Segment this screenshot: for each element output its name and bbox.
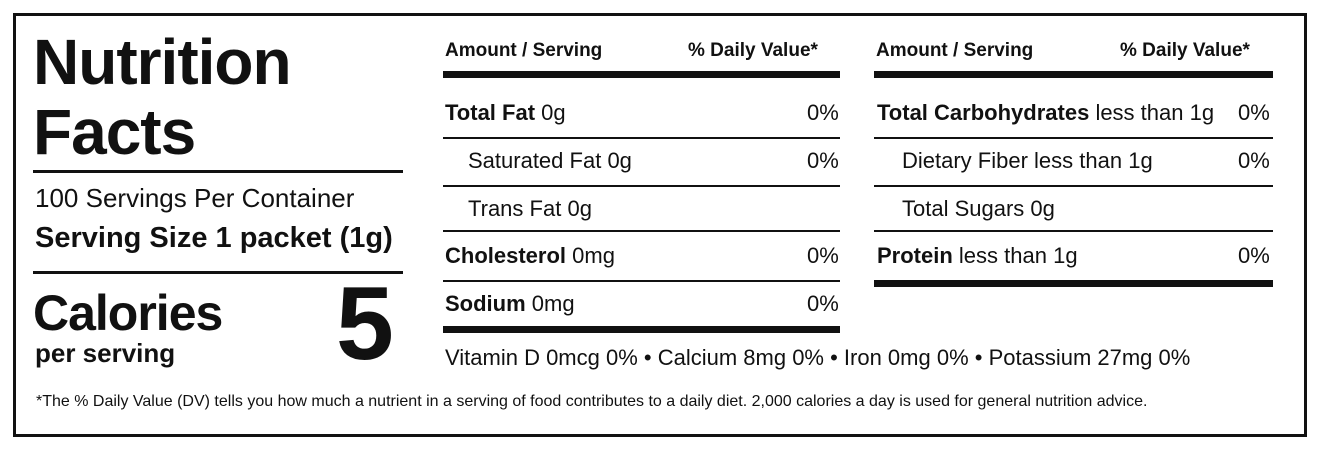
- thick-divider: [874, 280, 1273, 287]
- thick-divider: [443, 326, 840, 333]
- right-header-amount: Amount / Serving: [876, 40, 1034, 61]
- row-dietary-fiber: Dietary Fiber less than 1g: [902, 148, 1153, 174]
- per-serving-label: per serving: [35, 338, 176, 368]
- dv-cholesterol: 0%: [807, 243, 839, 268]
- left-header-dv: % Daily Value*: [688, 40, 818, 61]
- right-header-dv: % Daily Value*: [1120, 40, 1250, 61]
- nutrient-name: Saturated Fat: [468, 148, 602, 173]
- row-cholesterol: Cholesterol 0mg: [445, 243, 615, 269]
- row-divider: [443, 185, 840, 187]
- nutrient-name: Sodium: [445, 291, 526, 316]
- calories-value: 5: [336, 266, 394, 382]
- nutrient-amount: 0mg: [531, 291, 575, 316]
- thick-divider: [874, 71, 1273, 78]
- nutrient-amount: less than 1g: [958, 243, 1078, 268]
- nutrient-name: Protein: [877, 243, 953, 268]
- left-header-amount: Amount / Serving: [445, 40, 603, 61]
- row-divider: [874, 230, 1273, 232]
- dv-total-carbohydrates: 0%: [1238, 100, 1270, 125]
- nutrient-amount: 0g: [541, 100, 566, 125]
- nutrition-label-border: [13, 13, 1307, 437]
- dv-sodium: 0%: [807, 291, 839, 316]
- nutrient-amount: 0g: [607, 148, 632, 173]
- dv-protein: 0%: [1238, 243, 1270, 268]
- row-total-carbohydrates: Total Carbohydrates less than 1g: [877, 100, 1214, 126]
- divider: [33, 271, 403, 274]
- dv-saturated-fat: 0%: [807, 148, 839, 173]
- row-trans-fat: Trans Fat 0g: [468, 196, 592, 222]
- nutrient-name: Total Fat: [445, 100, 536, 125]
- servings-per-container: 100 Servings Per Container: [35, 183, 355, 213]
- nutrient-name: Total Sugars: [902, 196, 1025, 221]
- row-total-sugars: Total Sugars 0g: [902, 196, 1055, 222]
- vitamins-minerals-line: Vitamin D 0mcg 0% • Calcium 8mg 0% • Iro…: [445, 345, 1191, 370]
- nutrient-amount: less than 1g: [1095, 100, 1215, 125]
- label-title-line-1: Nutrition: [33, 26, 292, 98]
- nutrient-amount: 0g: [1030, 196, 1055, 221]
- dv-total-fat: 0%: [807, 100, 839, 125]
- nutrient-name: Total Carbohydrates: [877, 100, 1090, 125]
- row-total-fat: Total Fat 0g: [445, 100, 566, 126]
- row-divider: [874, 185, 1273, 187]
- thick-divider: [443, 71, 840, 78]
- divider: [33, 170, 403, 173]
- nutrient-name: Cholesterol: [445, 243, 567, 268]
- nutrient-amount: 0g: [567, 196, 592, 221]
- label-title-line-2: Facts: [33, 96, 196, 168]
- nutrient-name: Trans Fat: [468, 196, 562, 221]
- nutrient-amount: 0mg: [572, 243, 615, 268]
- row-divider: [443, 137, 840, 139]
- row-protein: Protein less than 1g: [877, 243, 1078, 269]
- row-sodium: Sodium 0mg: [445, 291, 575, 317]
- row-saturated-fat: Saturated Fat 0g: [468, 148, 632, 174]
- nutrient-amount: less than 1g: [1034, 148, 1153, 173]
- serving-size: Serving Size 1 packet (1g): [35, 222, 393, 254]
- dv-dietary-fiber: 0%: [1238, 148, 1270, 173]
- calories-label: Calories: [33, 285, 223, 341]
- nutrient-name: Dietary Fiber: [902, 148, 1028, 173]
- row-divider: [874, 137, 1273, 139]
- daily-value-footnote: *The % Daily Value (DV) tells you how mu…: [36, 393, 1148, 410]
- row-divider: [443, 230, 840, 232]
- row-divider: [443, 280, 840, 282]
